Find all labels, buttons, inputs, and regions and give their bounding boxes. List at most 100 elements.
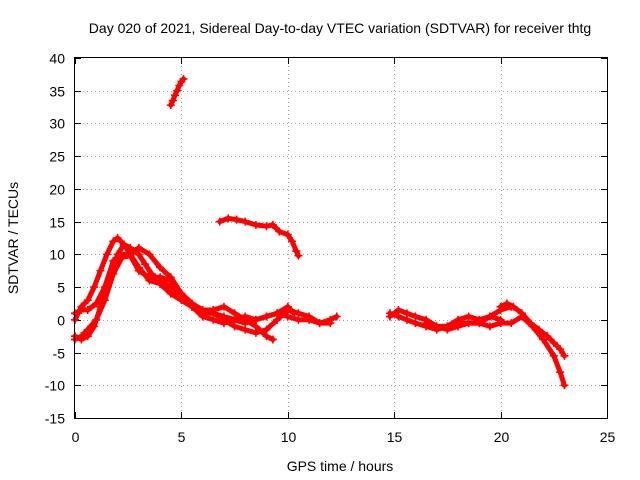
data-point (315, 319, 324, 328)
data-point (454, 319, 463, 328)
data-point (273, 309, 282, 318)
data-point (198, 312, 207, 321)
y-tick-labels: -15 -10 -5 0 5 10 15 20 25 30 35 40 (45, 51, 65, 427)
data-point (502, 299, 511, 308)
data-point (177, 289, 186, 298)
data-point (332, 312, 341, 321)
data-point (83, 296, 92, 305)
x-tick-label: 10 (281, 429, 297, 445)
data-point (485, 312, 494, 321)
data-point (509, 302, 518, 311)
data-point (288, 237, 297, 246)
data-point (179, 74, 188, 83)
data-point (102, 250, 111, 259)
data-point (241, 217, 250, 226)
x-tick-label: 5 (178, 429, 186, 445)
data-series (71, 74, 569, 390)
series-s10 (496, 299, 569, 360)
data-point (224, 214, 233, 223)
data-point (262, 312, 271, 321)
x-tick-label: 15 (387, 429, 403, 445)
y-tick-label: 40 (49, 51, 65, 67)
series-s6 (215, 214, 303, 260)
data-point (96, 266, 105, 275)
data-point (556, 368, 565, 377)
y-tick-label: 0 (57, 313, 65, 329)
data-point (188, 302, 197, 311)
y-tick-label: 30 (49, 116, 65, 132)
x-tick-label: 0 (72, 429, 80, 445)
data-point (422, 319, 431, 328)
data-point (385, 309, 394, 318)
data-point (168, 96, 177, 105)
data-point (560, 351, 569, 360)
data-point (294, 251, 303, 260)
data-point (83, 325, 92, 334)
data-point (251, 220, 260, 229)
data-point (526, 319, 535, 328)
series-s4 (71, 243, 299, 328)
data-point (77, 332, 86, 341)
series-line (498, 301, 567, 359)
data-point (534, 325, 543, 334)
y-axis-label: SDTVAR / TECUs (5, 182, 21, 294)
y-tick-label: -5 (53, 346, 66, 362)
data-point (100, 296, 109, 305)
data-point (209, 315, 218, 324)
data-point (283, 230, 292, 239)
data-point (90, 283, 99, 292)
data-point (156, 263, 165, 272)
chart-title: Day 020 of 2021, Sidereal Day-to-day VTE… (89, 20, 591, 36)
data-point (411, 319, 420, 328)
data-point (268, 220, 277, 229)
data-point (432, 322, 441, 331)
series-s5 (166, 74, 188, 110)
data-point (166, 273, 175, 282)
data-point (539, 335, 548, 344)
data-point (496, 302, 505, 311)
data-point (496, 319, 505, 328)
data-point (232, 215, 241, 224)
y-tick-label: 25 (49, 149, 65, 165)
data-point (241, 325, 250, 334)
x-tick-label: 20 (494, 429, 510, 445)
series-s9 (422, 312, 569, 390)
data-point (475, 319, 484, 328)
data-point (464, 319, 473, 328)
y-tick-label: 20 (49, 182, 65, 198)
x-axis-label: GPS time / hours (287, 458, 394, 474)
y-tick-label: -15 (45, 411, 65, 427)
data-point (326, 319, 335, 328)
y-tick-label: 5 (57, 280, 65, 296)
data-point (560, 381, 569, 390)
plot-frame (74, 57, 608, 419)
data-point (268, 335, 277, 344)
data-point (241, 312, 250, 321)
data-point (134, 243, 143, 252)
data-point (556, 345, 565, 354)
data-point (443, 322, 452, 331)
data-point (92, 315, 101, 324)
data-point (394, 312, 403, 321)
data-point (92, 299, 101, 308)
data-point (100, 283, 109, 292)
data-point (166, 101, 175, 110)
data-point (275, 227, 284, 236)
data-point (113, 234, 122, 242)
data-point (145, 250, 154, 259)
data-point (543, 332, 552, 341)
y-tick-label: 10 (49, 247, 65, 263)
data-point (292, 247, 301, 256)
data-point (83, 306, 92, 314)
data-point (134, 266, 143, 275)
data-point (119, 240, 128, 249)
y-tick-label: 15 (49, 215, 65, 231)
data-point (209, 306, 218, 314)
data-point (402, 315, 411, 324)
data-point (109, 237, 118, 246)
data-point (283, 302, 292, 311)
y-tick-label: 35 (49, 84, 65, 100)
data-point (549, 351, 558, 360)
data-point (219, 302, 228, 311)
